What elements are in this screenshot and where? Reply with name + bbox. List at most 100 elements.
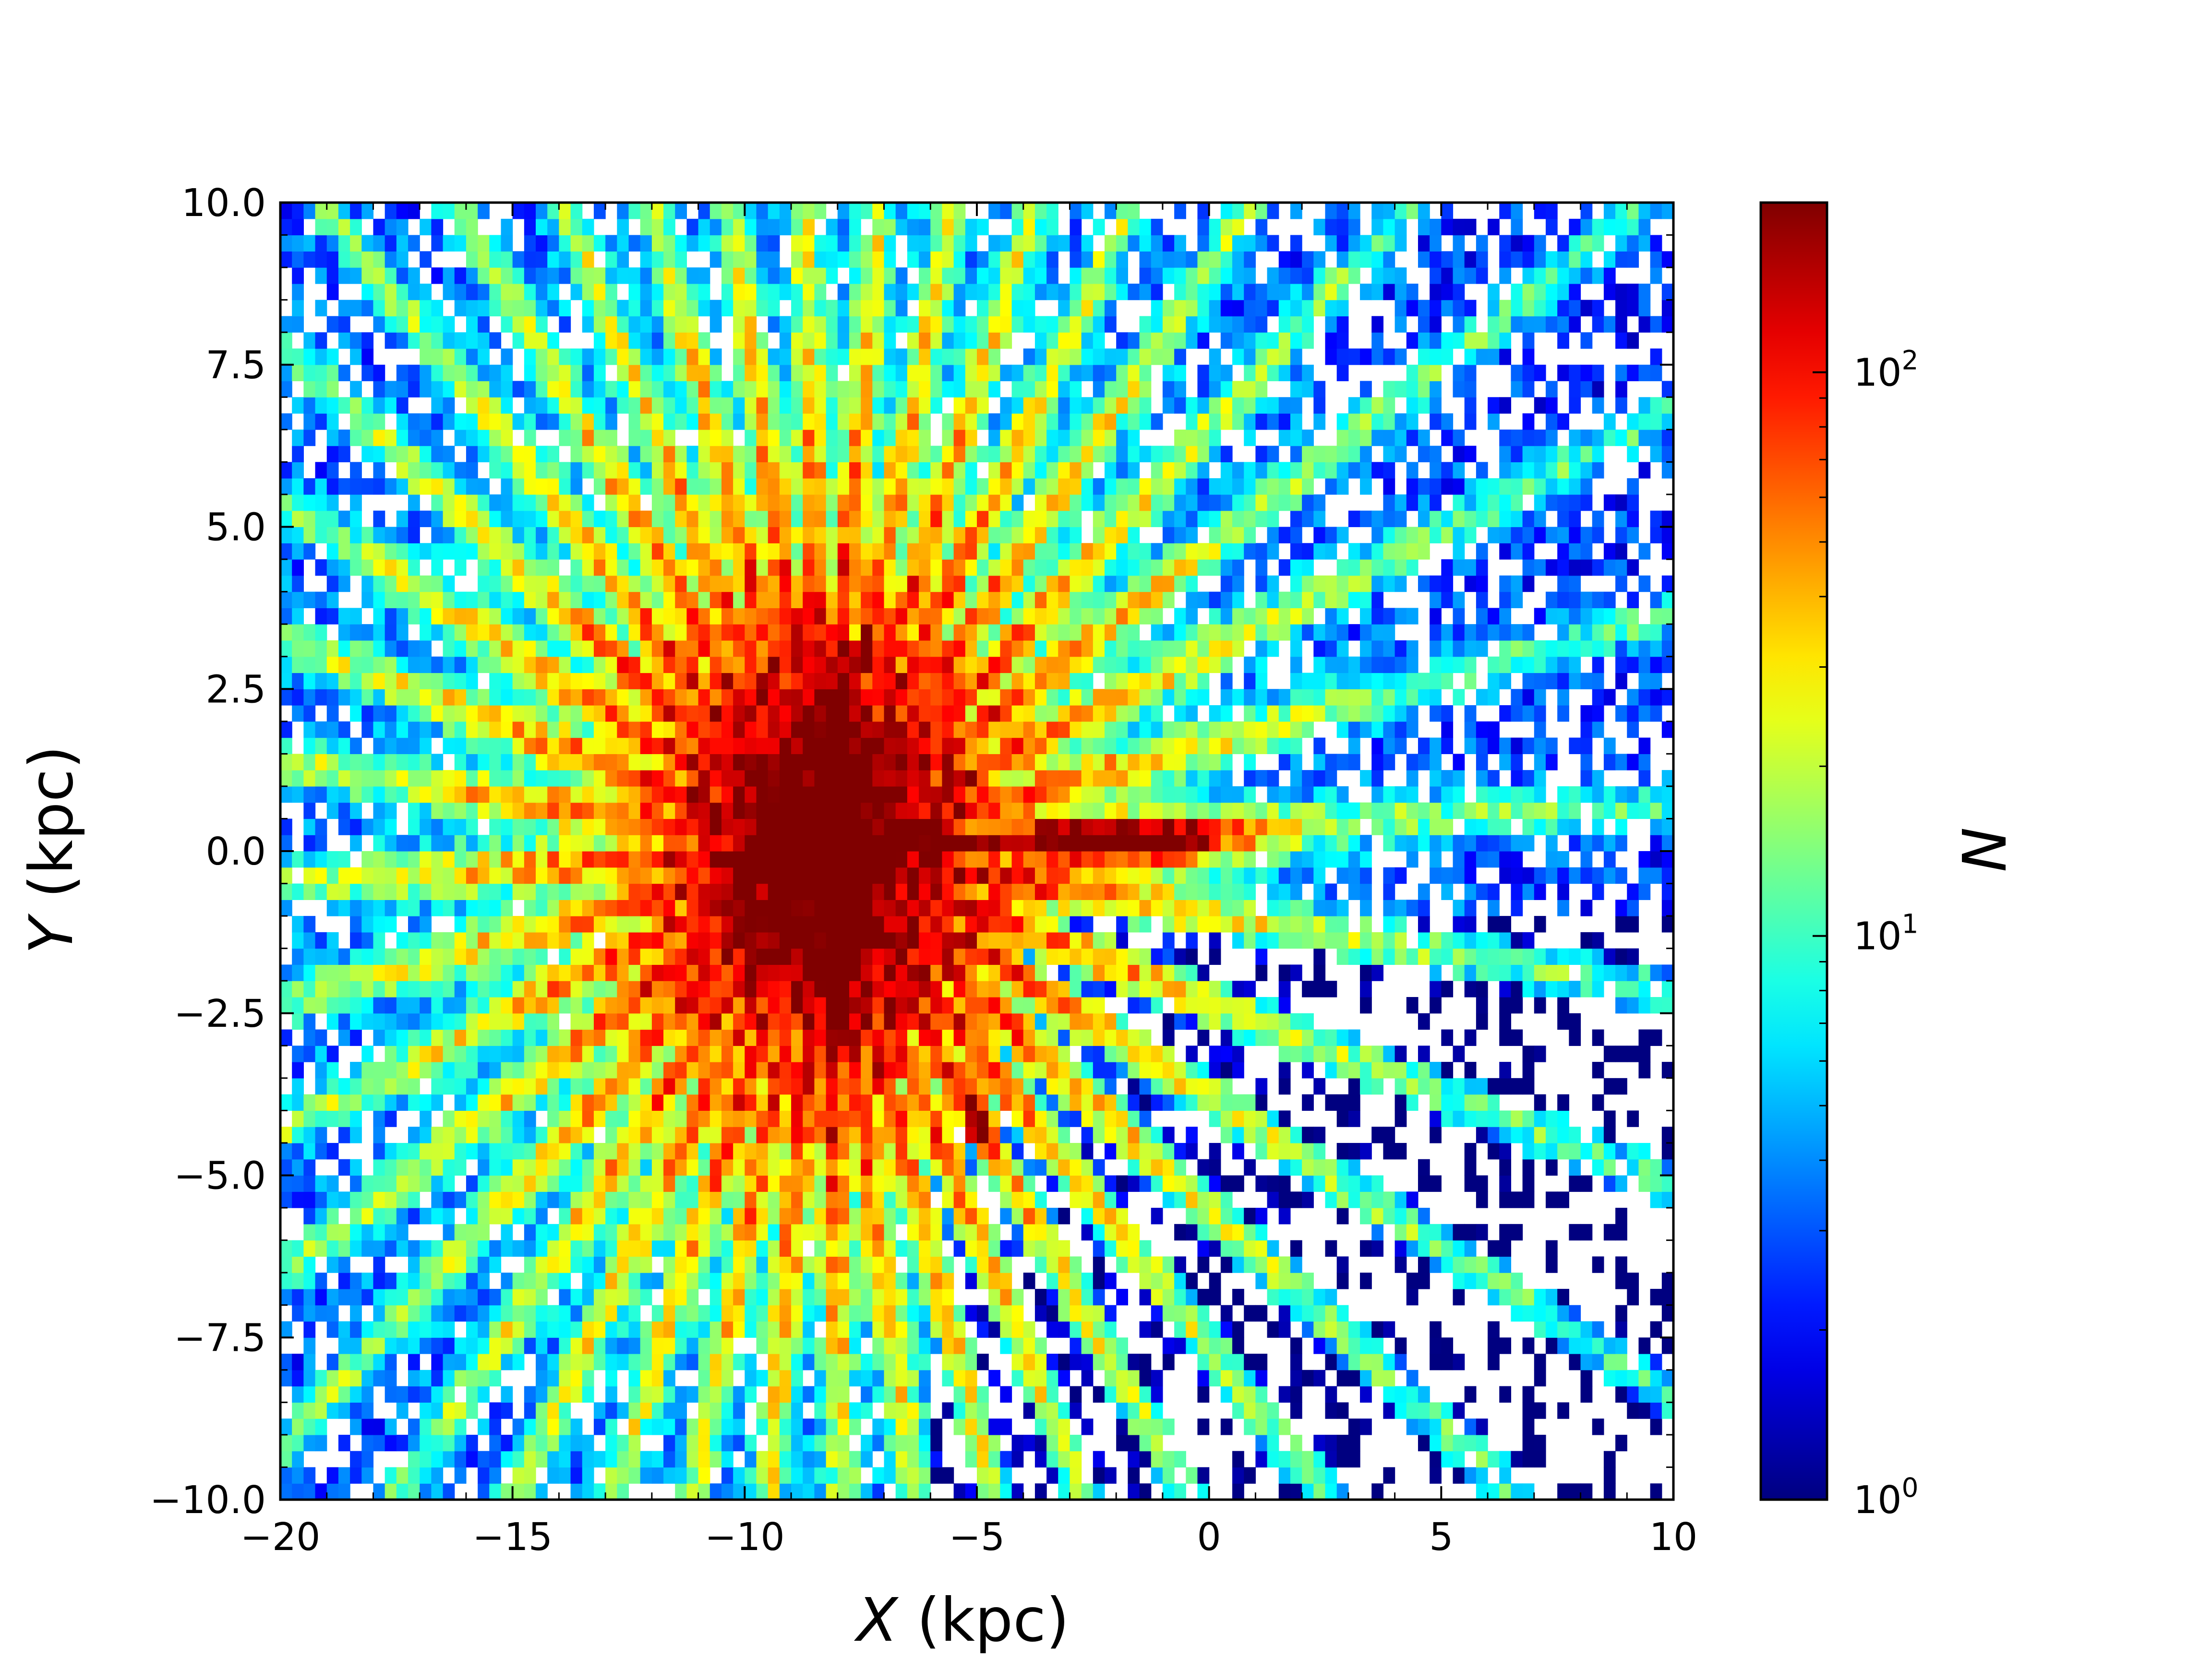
heatmap-cell (512, 1046, 525, 1062)
heatmap-cell (466, 721, 478, 738)
heatmap-cell (988, 948, 1000, 965)
heatmap-cell (536, 1288, 548, 1306)
heatmap-cell (1046, 802, 1058, 819)
heatmap-cell (721, 737, 733, 754)
heatmap-cell (536, 1175, 548, 1192)
heatmap-cell (919, 770, 931, 787)
heatmap-cell (1488, 1354, 1500, 1370)
heatmap-cell (361, 1273, 374, 1289)
heatmap-cell (1336, 705, 1349, 722)
heatmap-cell (1661, 1062, 1674, 1079)
heatmap-cell (1360, 835, 1372, 852)
heatmap-cell (536, 981, 548, 998)
heatmap-cell (1058, 1208, 1070, 1225)
heatmap-cell (1093, 818, 1105, 835)
heatmap-cell (907, 1191, 919, 1208)
heatmap-cell (965, 1402, 977, 1419)
heatmap-cell (489, 883, 502, 900)
heatmap-cell (431, 721, 444, 738)
heatmap-cell (942, 754, 954, 770)
heatmap-cell (733, 1419, 745, 1435)
heatmap-cell (1197, 1370, 1210, 1387)
heatmap-cell (953, 1110, 966, 1127)
heatmap-cell (582, 1386, 594, 1403)
heatmap-cell (1011, 1208, 1024, 1225)
heatmap-cell (280, 737, 292, 754)
heatmap-cell (977, 770, 989, 787)
heatmap-cell (965, 1305, 977, 1322)
heatmap-cell (884, 1451, 896, 1468)
heatmap-cell (1325, 1337, 1337, 1354)
heatmap-cell (1650, 1419, 1662, 1435)
heatmap-cell (768, 1434, 780, 1452)
heatmap-cell (1081, 1142, 1094, 1160)
heatmap-cell (1661, 1142, 1674, 1160)
heatmap-cell (1430, 948, 1442, 965)
heatmap-cell (1267, 1256, 1279, 1273)
heatmap-cell (1000, 1078, 1012, 1095)
heatmap-cell (1360, 1240, 1372, 1257)
heatmap-cell (675, 1354, 687, 1370)
heatmap-cell (733, 721, 745, 738)
heatmap-cell (1441, 867, 1454, 884)
heatmap-cell (640, 1419, 652, 1435)
heatmap-cell (803, 1354, 815, 1370)
heatmap-cell (628, 1110, 641, 1127)
heatmap-cell (315, 1208, 327, 1225)
heatmap-cell (547, 1224, 559, 1241)
heatmap-cell (292, 1467, 304, 1484)
heatmap-cell (1000, 997, 1012, 1014)
heatmap-cell (524, 835, 536, 852)
heatmap-cell (1116, 770, 1128, 787)
heatmap-cell (745, 851, 757, 868)
heatmap-cell (605, 1013, 617, 1030)
heatmap-cell (1197, 835, 1210, 852)
heatmap-cell (675, 1013, 687, 1030)
heatmap-cell (919, 802, 931, 819)
heatmap-cell (326, 737, 339, 754)
heatmap-cell (373, 1013, 385, 1030)
heatmap-cell (547, 705, 559, 722)
heatmap-cell (1162, 1288, 1175, 1306)
heatmap-cell (1267, 737, 1279, 754)
heatmap-cell (756, 1127, 769, 1143)
heatmap-cell (408, 867, 420, 884)
heatmap-cell (803, 1029, 815, 1046)
heatmap-cell (651, 964, 664, 981)
heatmap-cell (965, 867, 977, 884)
heatmap-cell (895, 721, 908, 738)
heatmap-cell (593, 867, 606, 884)
heatmap-cell (1650, 1029, 1662, 1046)
heatmap-cell (478, 721, 490, 738)
heatmap-cell (1406, 1402, 1419, 1419)
heatmap-cell (617, 737, 629, 754)
heatmap-cell (1371, 1483, 1384, 1500)
heatmap-cell (1627, 705, 1639, 722)
heatmap-cell (884, 997, 896, 1014)
heatmap-cell (1278, 1483, 1291, 1500)
heatmap-cell (1534, 1288, 1546, 1306)
heatmap-cell (605, 1224, 617, 1241)
heatmap-cell (547, 1191, 559, 1208)
heatmap-cell (1511, 770, 1523, 787)
heatmap-cell (1116, 1386, 1128, 1403)
heatmap-cell (315, 1062, 327, 1079)
heatmap-cell (721, 1046, 733, 1062)
heatmap-cell (338, 673, 350, 689)
heatmap-cell (1116, 1288, 1128, 1306)
heatmap-cell (1395, 737, 1407, 754)
heatmap-cell (466, 997, 478, 1014)
heatmap-cell (849, 1208, 861, 1225)
heatmap-cell (733, 1191, 745, 1208)
heatmap-cell (988, 981, 1000, 998)
heatmap-cell (1151, 754, 1163, 770)
heatmap-cell (1290, 867, 1302, 884)
heatmap-cell (651, 786, 664, 803)
heatmap-cell (1325, 1467, 1337, 1484)
heatmap-cell (593, 786, 606, 803)
heatmap-cell (420, 1127, 432, 1143)
heatmap-cell (861, 737, 873, 754)
heatmap-cell (1011, 1078, 1024, 1095)
heatmap-cell (1023, 1078, 1035, 1095)
heatmap-cell (431, 754, 444, 770)
